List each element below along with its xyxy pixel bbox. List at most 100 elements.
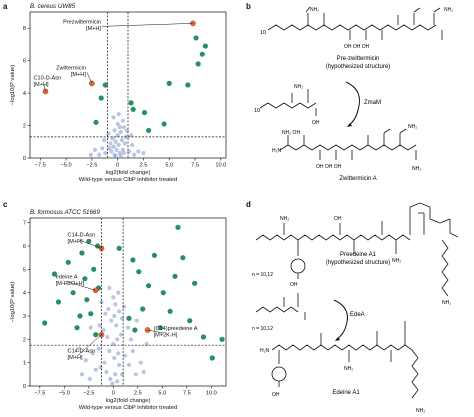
- significant-point: [116, 245, 122, 251]
- annotation-leader: [77, 239, 102, 249]
- significant-point: [82, 276, 88, 282]
- significant-point: [77, 313, 83, 319]
- background-point: [109, 149, 114, 154]
- background-point: [108, 376, 113, 382]
- annotation-label-line1: C10-D-Asn: [33, 75, 61, 81]
- scheme-b: 10 NH₂ NH₂ OH OH OH Pre-zwittermicin (hy…: [254, 6, 453, 182]
- significant-point: [136, 269, 142, 275]
- background-point: [118, 129, 123, 135]
- panel-letter-c: c: [3, 200, 8, 209]
- y-axis-label: −log10(P value): [10, 65, 16, 106]
- significant-point: [70, 290, 76, 296]
- background-point: [113, 372, 118, 377]
- y-tick-label: 1: [23, 361, 26, 367]
- background-point: [90, 351, 95, 356]
- background-point: [109, 318, 114, 323]
- zwittermicin-a-structure: [279, 128, 417, 160]
- x-tick-label: −7.5: [35, 163, 46, 169]
- background-point: [138, 360, 143, 365]
- significant-point: [199, 51, 205, 57]
- x-tick-label: 10.0: [215, 163, 226, 169]
- significant-point: [161, 121, 167, 127]
- background-point: [104, 369, 109, 375]
- y-tick-label: 3: [23, 314, 26, 320]
- background-point: [122, 353, 128, 358]
- y-tick-label: 8: [23, 26, 26, 32]
- background-point: [107, 348, 112, 354]
- significant-point: [180, 255, 186, 261]
- y-tick-label: 2: [23, 337, 26, 343]
- plot-title-c: B. formosus ATCC 51669: [30, 209, 100, 216]
- y-tick-label: 0: [23, 384, 26, 390]
- background-point: [128, 133, 134, 138]
- background-point: [111, 144, 116, 149]
- background-point: [105, 334, 110, 340]
- significant-point: [98, 95, 104, 101]
- y-tick-label: 6: [23, 59, 26, 65]
- scheme-d-top-caption-2: (hypothesized structure): [326, 260, 390, 266]
- x-tick-label: 0: [112, 391, 115, 397]
- x-tick-label: 10.0: [206, 391, 217, 397]
- background-point: [115, 121, 120, 127]
- background-point: [121, 125, 126, 130]
- scheme-d-bottom-caption: Edeine A1: [332, 390, 360, 396]
- c10-asn-oh-label: OH: [312, 120, 320, 126]
- scheme-d-top-caption-1: Preedeine A1: [340, 252, 377, 258]
- background-point: [107, 146, 112, 151]
- background-point: [132, 152, 137, 157]
- y-tick-label: 2: [23, 124, 26, 130]
- background-point: [113, 139, 118, 144]
- background-point: [112, 355, 117, 361]
- significant-point: [157, 325, 163, 331]
- significant-point: [42, 320, 48, 326]
- annotation-label-line2: [M-H2O+H]: [56, 281, 85, 287]
- significant-point: [130, 106, 136, 112]
- c-d-asn-structure-d: [255, 293, 306, 320]
- preedeine-nh2-label: NH₂: [280, 216, 289, 222]
- panel-letter-a: a: [3, 2, 8, 11]
- edeine-a1-structure: [271, 321, 419, 399]
- significant-point: [172, 273, 178, 279]
- significant-point: [79, 250, 85, 256]
- scheme-b-top-caption-2: (hypothesized structure): [326, 64, 390, 70]
- scheme-b-bottom-caption: Zwittermicin A: [339, 176, 376, 182]
- annotation-label-line1: (C14)preedeine A: [154, 326, 198, 332]
- annotation-label-line2: [M+2K-H]: [154, 333, 178, 339]
- background-point: [134, 318, 139, 323]
- significant-point: [93, 119, 99, 125]
- edeine-oh-label: OH: [272, 392, 280, 398]
- significant-point: [128, 100, 134, 106]
- significant-point: [51, 271, 58, 277]
- volcano-plot-c: −7.5 −5.0 −2.5 0 2.5 5.0 7.5 10.0 0 1 2 3 4 5 6 7 log2(f…: [10, 217, 227, 411]
- y-axis-label: −log10(P value): [10, 282, 16, 323]
- background-point: [107, 285, 112, 291]
- preedeine-nh2-low-label: NH₂: [392, 258, 401, 264]
- background-point: [103, 151, 108, 156]
- significant-point: [84, 297, 90, 303]
- prezwittermicin-structure: [267, 6, 443, 40]
- spermidine-structure-top: [441, 239, 449, 297]
- background-point: [133, 372, 138, 377]
- conversion-arrow-b-head: [347, 123, 352, 127]
- background-point: [125, 325, 131, 330]
- zwittermicin-oh-label: OH OH OH: [316, 164, 342, 170]
- background-point: [112, 313, 117, 319]
- annotation-leader: [147, 329, 164, 334]
- significant-point: [146, 127, 152, 134]
- background-point: [115, 379, 120, 384]
- significant-point: [140, 306, 146, 312]
- significant-point: [192, 280, 198, 286]
- preedeine-a1-structure: [255, 202, 459, 279]
- significant-point: [141, 109, 148, 116]
- prezwittermicin-oh-label: OH OH OH: [344, 44, 370, 50]
- background-point: [121, 151, 126, 156]
- scheme-d-n-label-bottom: n = 10,12: [252, 326, 273, 332]
- background-point: [130, 348, 135, 354]
- x-tick-label: 2.5: [140, 163, 148, 169]
- background-point: [98, 365, 103, 370]
- zwittermicin-nh2-label: NH₂ OH: [282, 130, 300, 136]
- conversion-arrow-d: [333, 299, 348, 341]
- significant-point: [185, 82, 191, 88]
- annotation-leader: [101, 23, 193, 27]
- x-axis-label: log2(fold change): [106, 170, 151, 176]
